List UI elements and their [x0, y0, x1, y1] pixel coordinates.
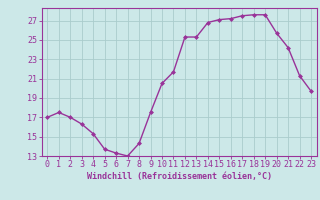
- X-axis label: Windchill (Refroidissement éolien,°C): Windchill (Refroidissement éolien,°C): [87, 172, 272, 181]
